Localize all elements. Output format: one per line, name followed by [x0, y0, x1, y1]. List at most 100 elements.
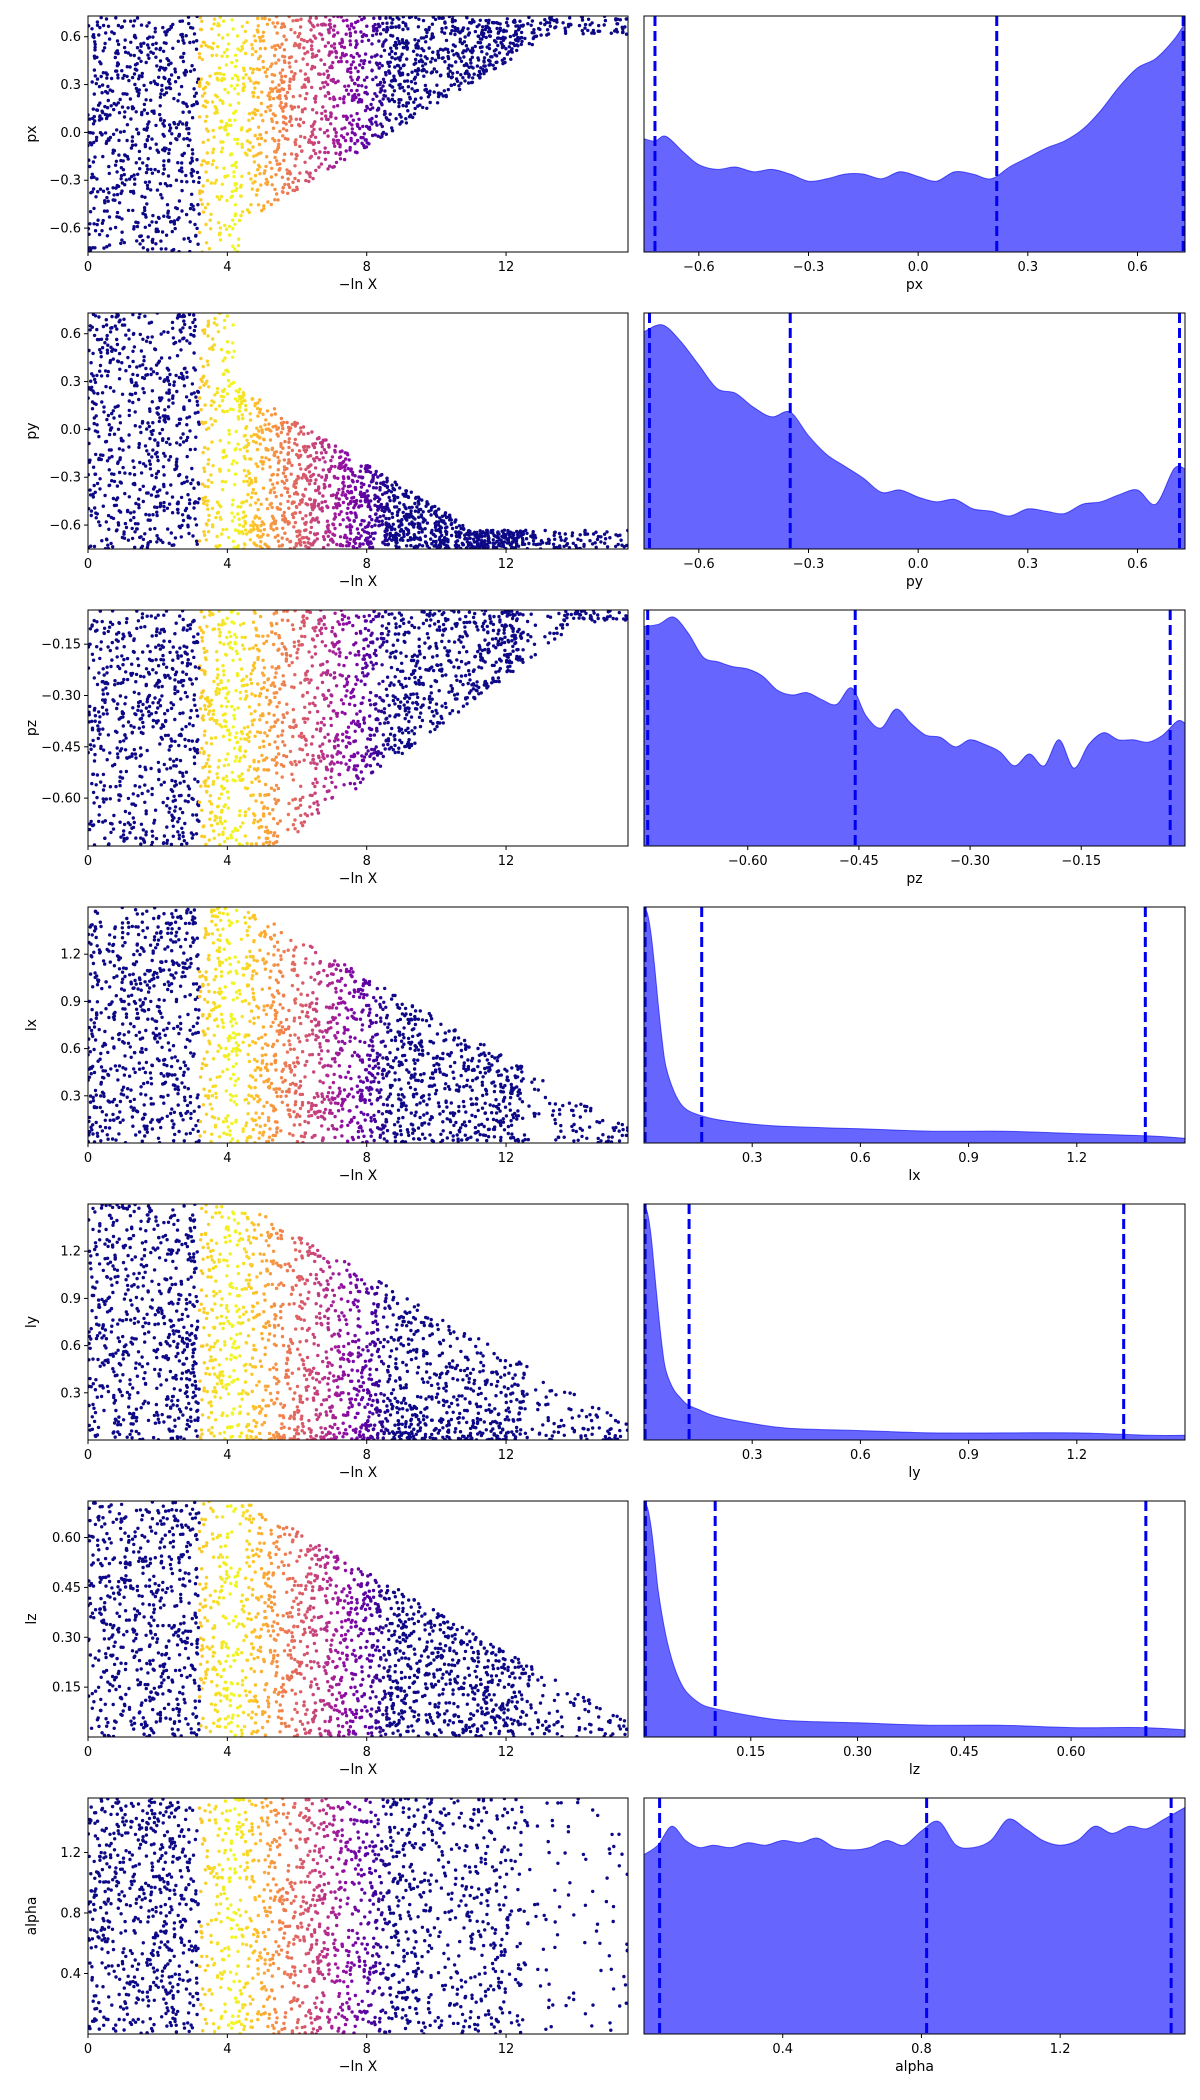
sample-point	[251, 181, 255, 185]
sample-point	[264, 840, 269, 844]
sample-point	[368, 118, 372, 122]
sample-point	[254, 479, 258, 484]
sample-point	[148, 146, 152, 150]
sample-point	[263, 70, 268, 74]
sample-point	[259, 113, 263, 117]
sample-point	[231, 539, 235, 543]
sample-point	[149, 98, 153, 102]
sample-point	[322, 85, 326, 89]
sample-point	[296, 179, 301, 183]
sample-point	[483, 27, 488, 32]
sample-point	[181, 432, 185, 436]
sample-point	[196, 389, 200, 394]
sample-point	[337, 497, 341, 501]
sample-point	[391, 522, 395, 526]
sample-point	[267, 458, 271, 462]
sample-point	[215, 511, 220, 515]
sample-point	[428, 100, 432, 105]
sample-point	[179, 166, 184, 170]
sample-point	[374, 519, 378, 523]
sample-point	[145, 202, 149, 206]
sample-point	[570, 534, 574, 538]
sample-point	[292, 105, 297, 109]
sample-point	[291, 512, 295, 516]
sample-point	[255, 28, 259, 32]
sample-point	[154, 47, 158, 51]
sample-point	[552, 545, 556, 549]
sample-point	[485, 542, 489, 547]
sample-point	[223, 480, 228, 484]
sample-point	[95, 373, 99, 378]
sample-point	[112, 432, 117, 436]
sample-point	[301, 517, 305, 521]
sample-point	[169, 73, 174, 77]
sample-point	[305, 62, 310, 67]
sample-point	[185, 180, 189, 184]
sample-point	[132, 515, 136, 520]
sample-point	[134, 381, 138, 385]
sample-point	[413, 81, 418, 86]
sample-point	[404, 728, 408, 733]
sample-point	[318, 86, 323, 91]
sample-point	[463, 536, 468, 541]
sample-point	[198, 189, 202, 193]
sample-point	[191, 204, 195, 208]
sample-point	[571, 541, 575, 545]
sample-point	[381, 97, 385, 101]
sample-point	[205, 151, 209, 155]
sample-point	[391, 17, 395, 22]
sample-point	[225, 54, 229, 59]
sample-point	[459, 546, 463, 549]
sample-point	[146, 43, 150, 47]
sample-point	[190, 682, 194, 686]
sample-point	[173, 467, 177, 472]
sample-point	[281, 134, 285, 138]
sample-point	[398, 66, 403, 71]
sample-point	[88, 24, 91, 28]
sample-point	[168, 676, 172, 680]
sample-point	[426, 95, 431, 99]
sample-point	[233, 203, 238, 207]
sample-point	[450, 64, 454, 68]
sample-point	[132, 345, 137, 349]
sample-point	[334, 116, 338, 120]
sample-point	[157, 777, 161, 782]
sample-point	[167, 398, 171, 402]
sample-point	[294, 157, 298, 161]
sample-point	[100, 221, 105, 225]
sample-point	[341, 544, 345, 548]
sample-point	[346, 84, 351, 88]
sample-point	[286, 425, 291, 430]
sample-point	[305, 50, 310, 54]
sample-point	[386, 522, 391, 526]
sample-point	[319, 33, 324, 37]
sample-point	[105, 459, 110, 463]
sample-point	[305, 170, 309, 174]
sample-point	[140, 419, 145, 424]
sample-point	[211, 347, 215, 352]
sample-point	[392, 74, 396, 78]
sample-point	[95, 423, 99, 427]
sample-point	[286, 182, 291, 187]
sample-point	[272, 490, 277, 495]
sample-point	[177, 199, 182, 203]
sample-point	[443, 522, 447, 526]
sample-point	[256, 16, 260, 21]
sample-point	[102, 209, 107, 213]
sample-point	[476, 73, 480, 78]
sample-point	[362, 61, 366, 66]
sample-point	[162, 330, 166, 334]
sample-point	[167, 748, 171, 752]
sample-point	[349, 531, 353, 535]
sample-point	[349, 469, 353, 473]
sample-point	[167, 86, 171, 90]
sample-point	[454, 531, 459, 535]
sample-point	[93, 506, 97, 510]
sample-point	[109, 76, 114, 81]
sample-point	[291, 180, 295, 184]
sample-point	[173, 80, 178, 84]
sample-point	[227, 118, 232, 123]
sample-point	[371, 77, 375, 82]
sample-point	[412, 100, 416, 104]
sample-point	[204, 127, 209, 131]
